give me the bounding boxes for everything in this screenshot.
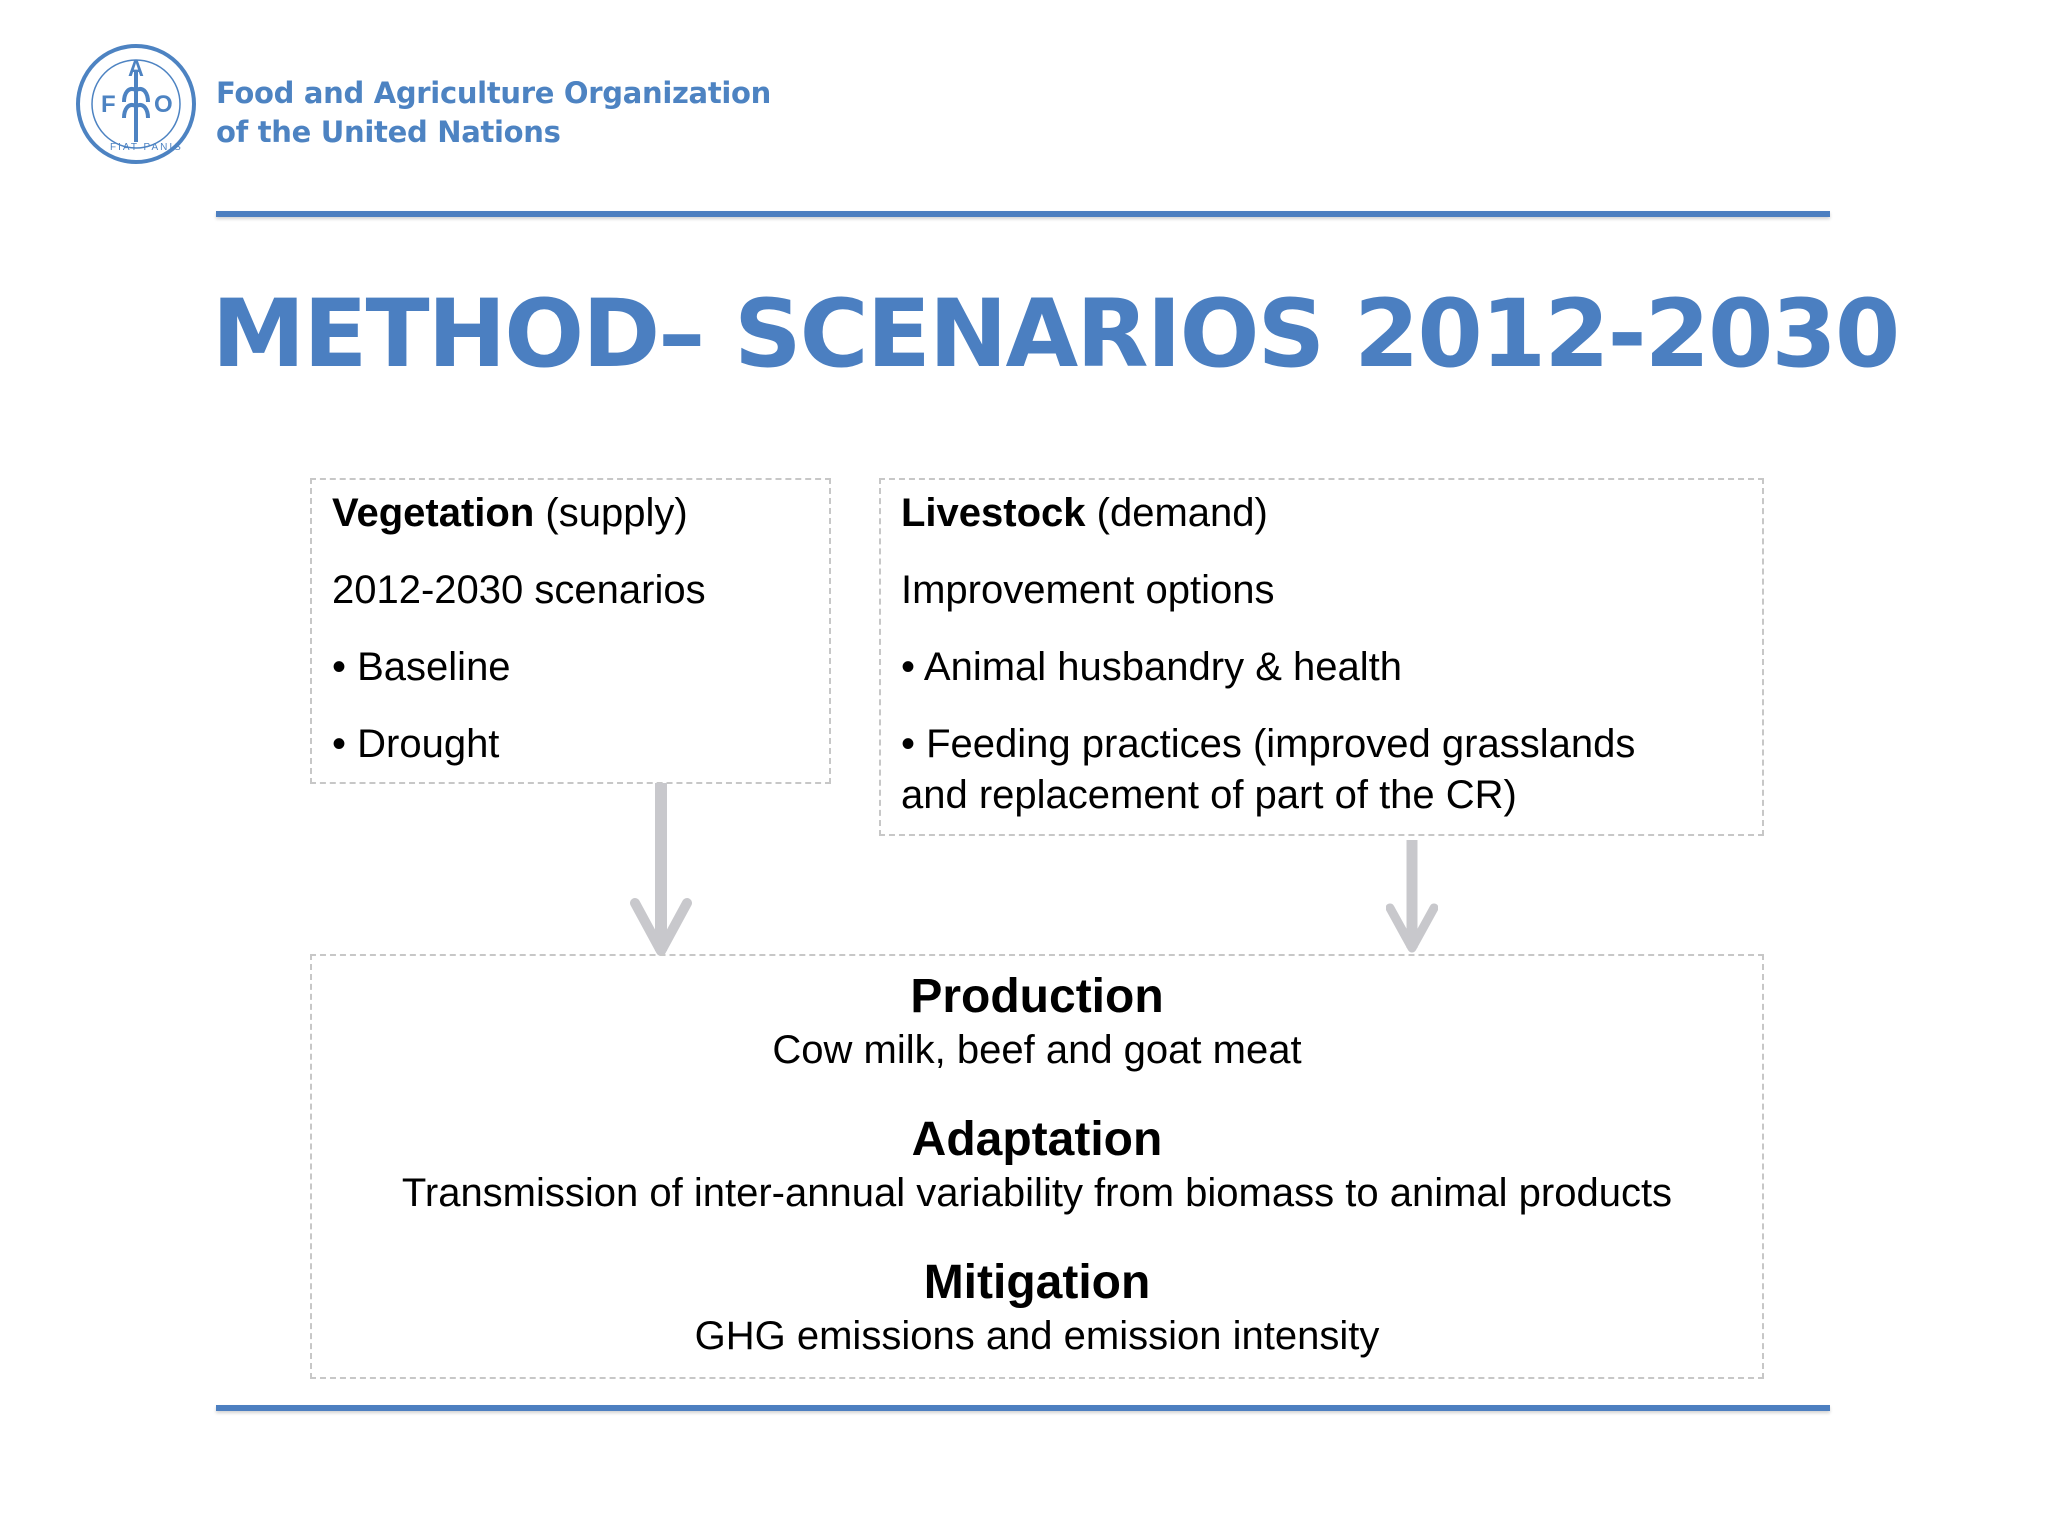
livestock-item-feeding: • Feeding practices (improved grasslands [901, 722, 1636, 766]
top-divider [216, 211, 1830, 217]
outcome-adaptation: Adaptation Transmission of inter-annual … [312, 1111, 1762, 1217]
organization-name: Food and Agriculture Organization of the… [216, 74, 771, 152]
arrow-down-icon [1386, 840, 1438, 953]
slide-title: METHOD– SCENARIOS 2012-2030 [211, 280, 1900, 389]
outcome-heading: Production [910, 970, 1164, 1023]
org-name-line-1: Food and Agriculture Organization [216, 76, 771, 110]
livestock-subtitle: Improvement options [901, 568, 1275, 612]
outcome-description: GHG emissions and emission intensity [694, 1314, 1380, 1358]
outcome-description: Cow milk, beef and goat meat [772, 1028, 1302, 1072]
outcome-mitigation: Mitigation GHG emissions and emission in… [312, 1254, 1762, 1360]
logo-motto: FIAT PANIS [110, 142, 183, 153]
livestock-heading-suffix: (demand) [1085, 491, 1268, 535]
livestock-heading: Livestock [901, 491, 1086, 535]
logo-letter-a: A [128, 56, 144, 81]
vegetation-heading-line: Vegetation (supply) [332, 488, 688, 538]
vegetation-item-baseline: • Baseline [332, 645, 511, 689]
org-name-line-2: of the United Nations [216, 115, 561, 149]
arrow-down-icon [630, 783, 692, 956]
outcomes-box: Production Cow milk, beef and goat meat … [310, 954, 1764, 1379]
outcome-heading: Adaptation [911, 1113, 1163, 1166]
fao-emblem-icon: F A O FIAT PANIS [76, 44, 196, 164]
outcome-description: Transmission of inter-annual variability… [401, 1171, 1673, 1215]
livestock-box: Livestock (demand) Improvement options •… [879, 478, 1764, 836]
livestock-heading-line: Livestock (demand) [901, 488, 1268, 538]
outcome-heading: Mitigation [923, 1256, 1151, 1309]
livestock-item-feeding-cont: and replacement of part of the CR) [901, 773, 1517, 817]
vegetation-box: Vegetation (supply) 2012-2030 scenarios … [310, 478, 831, 784]
vegetation-subtitle: 2012-2030 scenarios [332, 568, 706, 612]
vegetation-heading-suffix: (supply) [534, 491, 688, 535]
livestock-item-husbandry: • Animal husbandry & health [901, 645, 1402, 689]
vegetation-item-drought: • Drought [332, 722, 500, 766]
outcome-production: Production Cow milk, beef and goat meat [312, 968, 1762, 1074]
bottom-divider [216, 1405, 1830, 1411]
vegetation-heading: Vegetation [332, 491, 535, 535]
logo-letter-f: F [101, 91, 116, 118]
logo-letter-o: O [154, 91, 173, 118]
